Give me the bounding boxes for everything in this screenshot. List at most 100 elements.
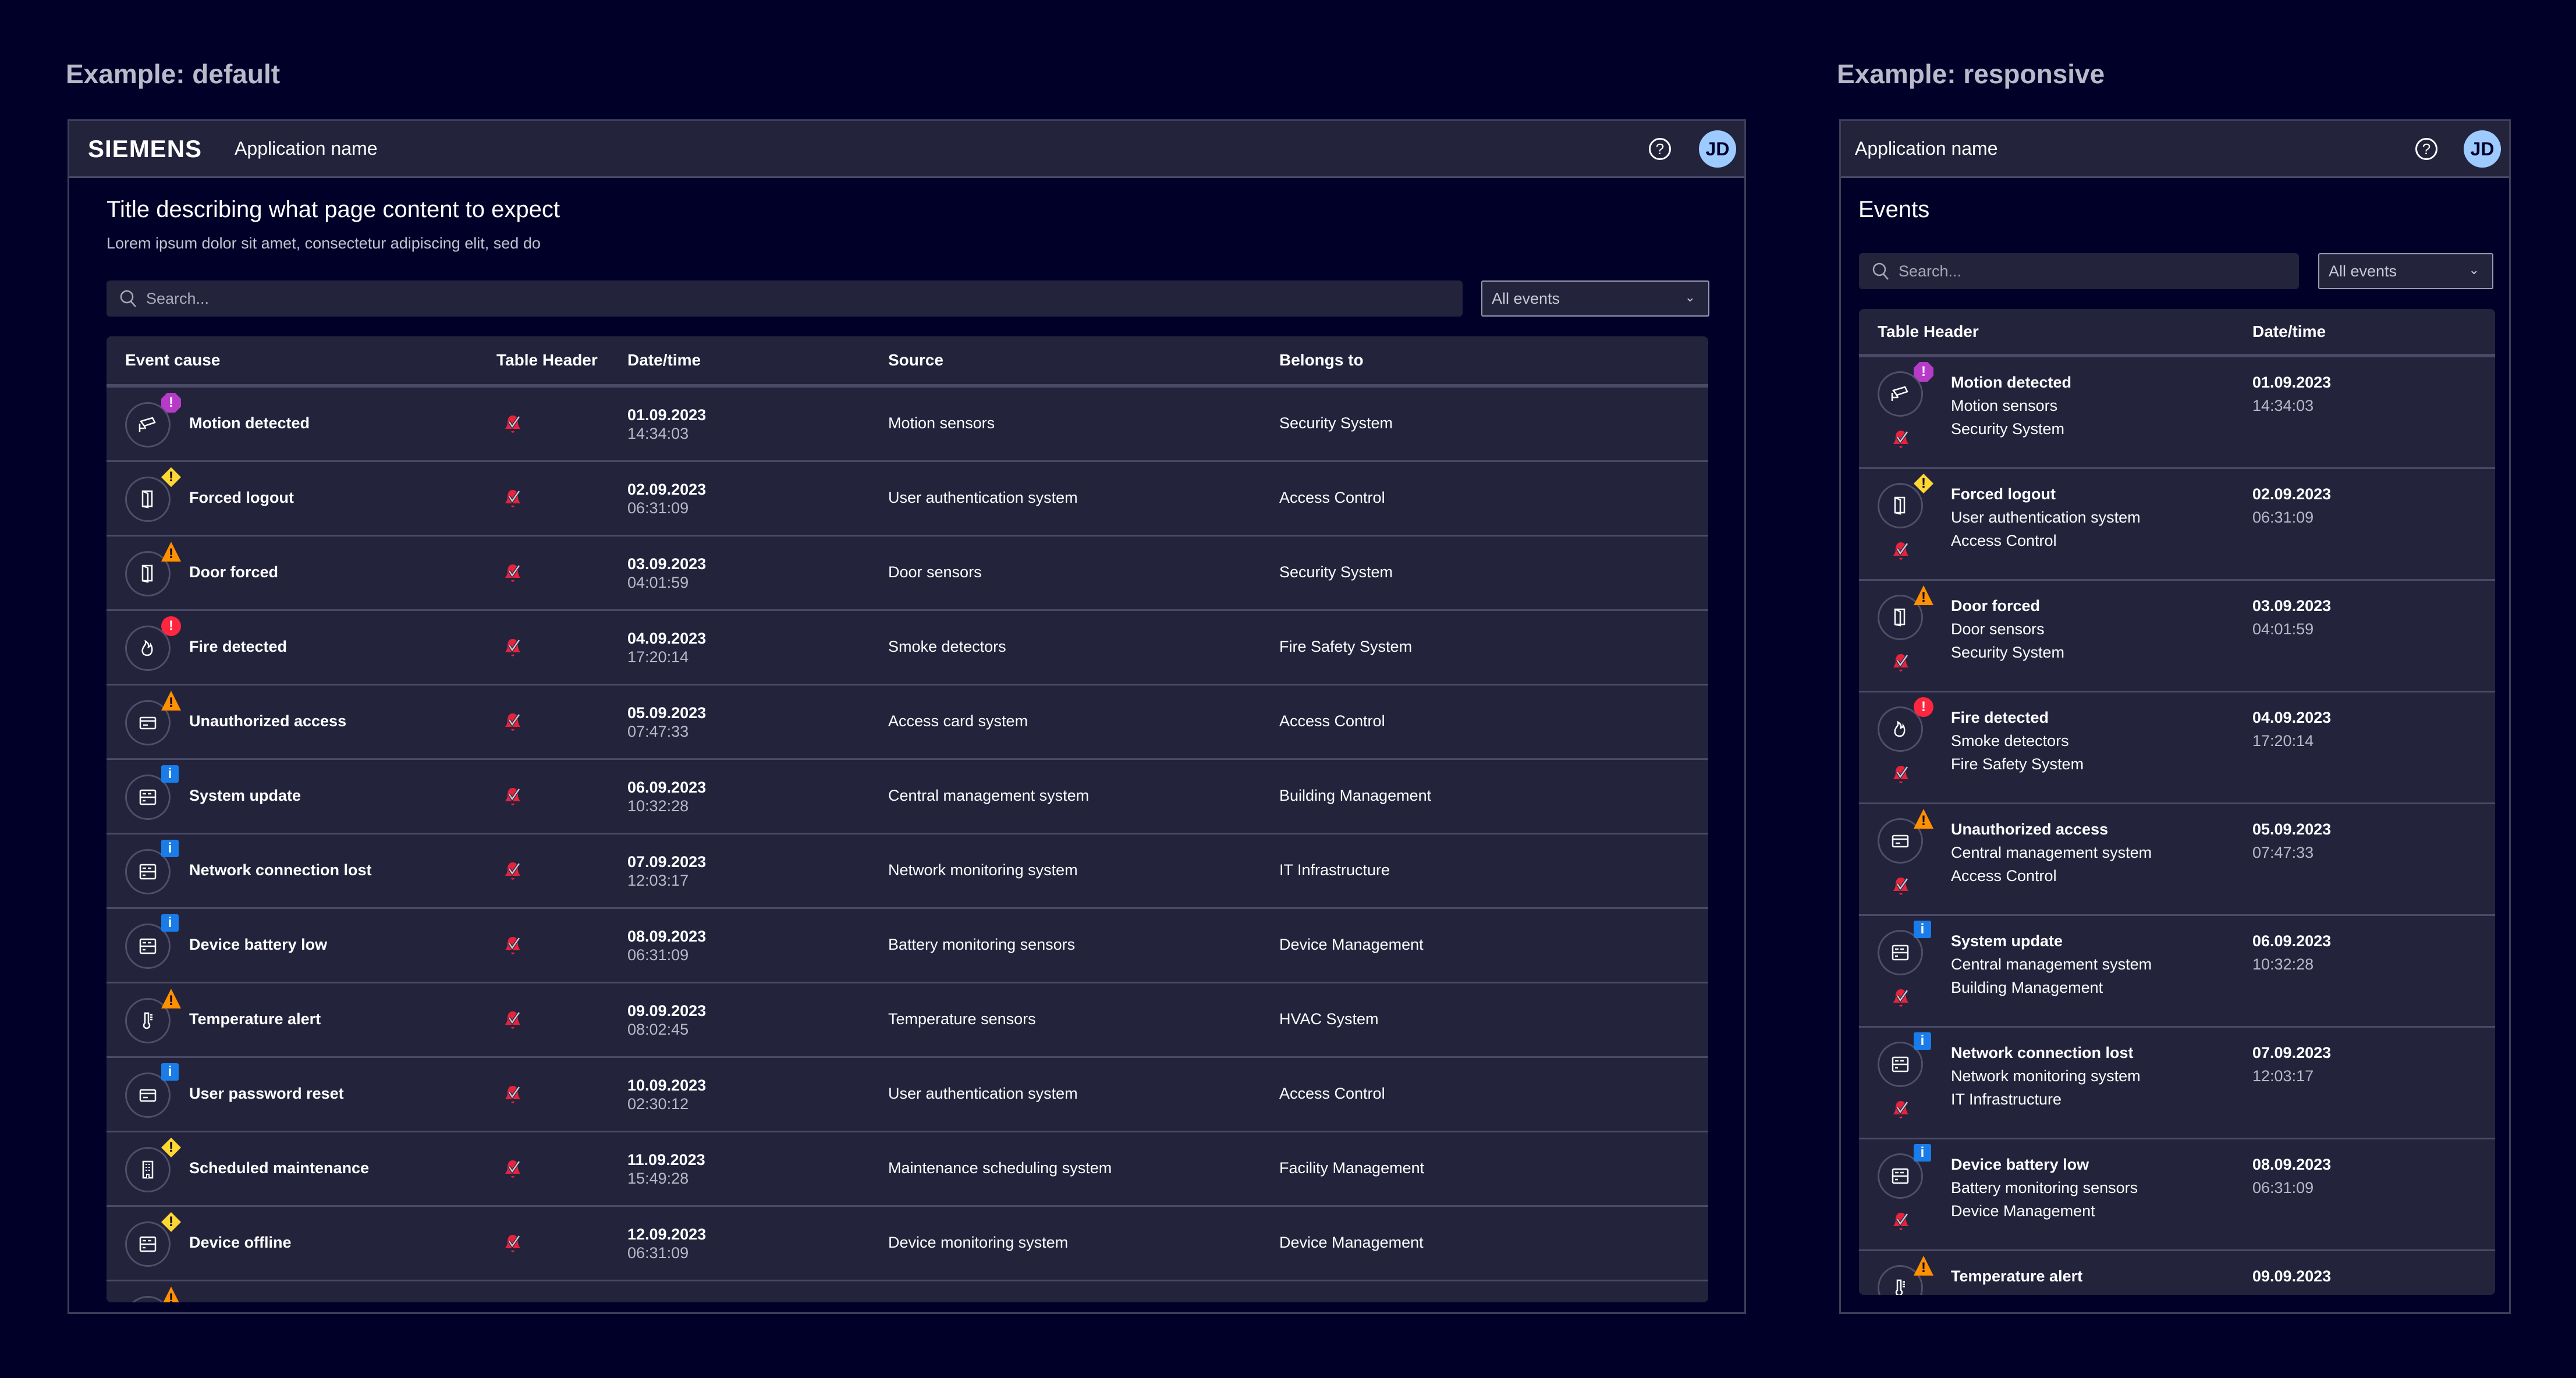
alarm-acknowledged-icon[interactable]: [502, 711, 523, 735]
alarm-acknowledged-icon[interactable]: [502, 637, 523, 660]
event-source: Door sensors: [1951, 620, 2045, 638]
alarm-acknowledged-icon[interactable]: [502, 413, 523, 437]
server-icon: [125, 1296, 171, 1302]
alarm-acknowledged-icon[interactable]: [502, 1158, 523, 1182]
table-row[interactable]: ! Motion detected 01.09.2023 14:34:03 Mot…: [107, 388, 1708, 462]
alarm-acknowledged-icon[interactable]: [1890, 987, 1911, 1011]
table-row[interactable]: ! Forced logout 02.09.2023 06:31:09 User …: [107, 462, 1708, 537]
search-input[interactable]: Search...: [107, 280, 1463, 317]
event-cause: Forced logout: [1951, 485, 2056, 503]
column-header-date-time[interactable]: Date/time: [627, 351, 701, 369]
event-date: 06.09.2023: [2252, 932, 2332, 950]
table-row[interactable]: ! Scheduled maintenance 11.09.2023 15:49:…: [107, 1132, 1708, 1207]
alarm-acknowledged-icon[interactable]: [1890, 1210, 1911, 1234]
event-time: 07:47:33: [627, 723, 689, 740]
event-cause: Network connection lost: [189, 861, 372, 879]
event-belongs-to: Fire Safety System: [1951, 755, 2084, 773]
event-date: 01.09.2023: [2252, 374, 2332, 391]
event-date: 07.09.2023: [627, 853, 707, 871]
alarm-acknowledged-icon[interactable]: [502, 1084, 523, 1107]
server-icon: [1878, 930, 1923, 975]
default-app-frame: SIEMENS Application name ? JD Title desc…: [68, 119, 1746, 1314]
info-status-icon: i: [1914, 1144, 1931, 1162]
event-cause: Unauthorized access: [1951, 821, 2109, 838]
alarm-acknowledged-icon[interactable]: [1890, 875, 1911, 899]
table-row[interactable]: ! Fire detected 04.09.2023 17:20:14 Smoke…: [107, 611, 1708, 686]
table-row[interactable]: i Network connection lost 07.09.2023 12:0…: [107, 834, 1708, 909]
table-row[interactable]: ! Door forced 03.09.2023 04:01:59 Door se…: [107, 537, 1708, 611]
alarm-acknowledged-icon[interactable]: [502, 786, 523, 809]
column-header-event-cause[interactable]: Event cause: [125, 351, 221, 369]
event-belongs-to: IT Infrastructure: [1951, 1091, 2062, 1108]
alarm-acknowledged-icon[interactable]: [1890, 652, 1911, 676]
page-title: Events: [1858, 197, 1930, 222]
event-cause: Unauthorized access: [189, 712, 347, 730]
table-row[interactable]: !: [107, 1281, 1708, 1302]
card-icon: [1878, 818, 1923, 864]
help-icon[interactable]: ?: [1649, 138, 1671, 160]
table-row[interactable]: ! Motion detected Motion sensors Securit…: [1859, 357, 2495, 469]
event-belongs-to: HVAC System: [1279, 1010, 1379, 1028]
info-status-icon: i: [1914, 921, 1931, 938]
event-date: 04.09.2023: [627, 630, 707, 647]
info-status-icon: i: [1914, 1032, 1931, 1050]
alarm-acknowledged-icon[interactable]: [1890, 540, 1911, 564]
event-belongs-to: Building Management: [1279, 787, 1432, 804]
alarm-acknowledged-icon[interactable]: [502, 935, 523, 958]
page-title: Title describing what page content to ex…: [107, 197, 560, 222]
event-source: User authentication system: [888, 489, 1078, 506]
alarm-acknowledged-icon[interactable]: [502, 1009, 523, 1033]
table-row[interactable]: i Device battery low Battery monitoring …: [1859, 1139, 2495, 1251]
event-source: Motion sensors: [1951, 397, 2058, 414]
alarm-acknowledged-icon[interactable]: [502, 562, 523, 586]
table-row[interactable]: i Network connection lost Network monito…: [1859, 1028, 2495, 1139]
alarm-acknowledged-icon[interactable]: [502, 488, 523, 512]
info-status-icon: i: [161, 914, 179, 932]
table-row[interactable]: i Device battery low 08.09.2023 06:31:09 …: [107, 909, 1708, 983]
column-header-belongs-to[interactable]: Belongs to: [1279, 351, 1364, 369]
event-belongs-to: IT Infrastructure: [1279, 861, 1390, 879]
door-icon: [125, 477, 171, 522]
table-row[interactable]: ! Unauthorized access 05.09.2023 07:47:33…: [107, 686, 1708, 760]
table-row[interactable]: ! Forced logout User authentication syst…: [1859, 469, 2495, 581]
alarm-acknowledged-icon[interactable]: [502, 860, 523, 884]
alarm-acknowledged-icon[interactable]: [502, 1233, 523, 1256]
column-header-table-header[interactable]: Table Header: [1878, 322, 1979, 340]
event-cause: Fire detected: [189, 638, 288, 655]
table-row[interactable]: ! Unauthorized access Central management…: [1859, 804, 2495, 916]
event-belongs-to: Device Management: [1951, 1202, 2095, 1220]
table-row[interactable]: ! Device offline 12.09.2023 06:31:09 Devi…: [107, 1207, 1708, 1281]
search-placeholder: Search...: [146, 289, 210, 307]
table-row[interactable]: ! Door forced Door sensors Security Syst…: [1859, 581, 2495, 692]
caution-status-icon: !: [161, 989, 181, 1008]
app-name: Application name: [1855, 138, 1998, 159]
event-time: 06:31:09: [627, 946, 689, 964]
event-filter-select[interactable]: All events ⌄: [2318, 253, 2493, 289]
help-icon[interactable]: ?: [2415, 138, 2437, 160]
event-belongs-to: Facility Management: [1279, 1159, 1425, 1177]
alarm-acknowledged-icon[interactable]: [1890, 1099, 1911, 1123]
table-row[interactable]: ! Fire detected Smoke detectors Fire Saf…: [1859, 692, 2495, 804]
siemens-logo[interactable]: SIEMENS: [88, 134, 203, 162]
table-row[interactable]: ! Temperature alert 09.09.2023 08:02:45 T…: [107, 983, 1708, 1058]
table-row[interactable]: i System update 06.09.2023 10:32:28 Centr…: [107, 760, 1708, 834]
column-header-table-header[interactable]: Table Header: [496, 351, 598, 369]
caution-status-icon: !: [1914, 585, 1933, 605]
event-source: Smoke detectors: [888, 638, 1006, 655]
event-belongs-to: Access Control: [1951, 867, 2057, 885]
alarm-acknowledged-icon[interactable]: [1890, 428, 1911, 452]
avatar[interactable]: JD: [1699, 130, 1736, 168]
alarm-status-icon: !: [1914, 697, 1933, 717]
alarm-acknowledged-icon[interactable]: [1890, 763, 1911, 787]
table-row[interactable]: ! Temperature alert 09.09.2023: [1859, 1251, 2495, 1295]
event-filter-select[interactable]: All events ⌄: [1481, 280, 1709, 317]
column-header-date-time[interactable]: Date/time: [2252, 322, 2326, 340]
table-row[interactable]: i User password reset 10.09.2023 02:30:12…: [107, 1058, 1708, 1132]
search-input[interactable]: Search...: [1859, 253, 2299, 289]
table-row[interactable]: i System update Central management syste…: [1859, 916, 2495, 1028]
event-date: 12.09.2023: [627, 1226, 707, 1243]
avatar[interactable]: JD: [2464, 130, 2501, 168]
event-belongs-to: Access Control: [1951, 532, 2057, 549]
event-belongs-to: Access Control: [1279, 1085, 1385, 1102]
column-header-source[interactable]: Source: [888, 351, 943, 369]
